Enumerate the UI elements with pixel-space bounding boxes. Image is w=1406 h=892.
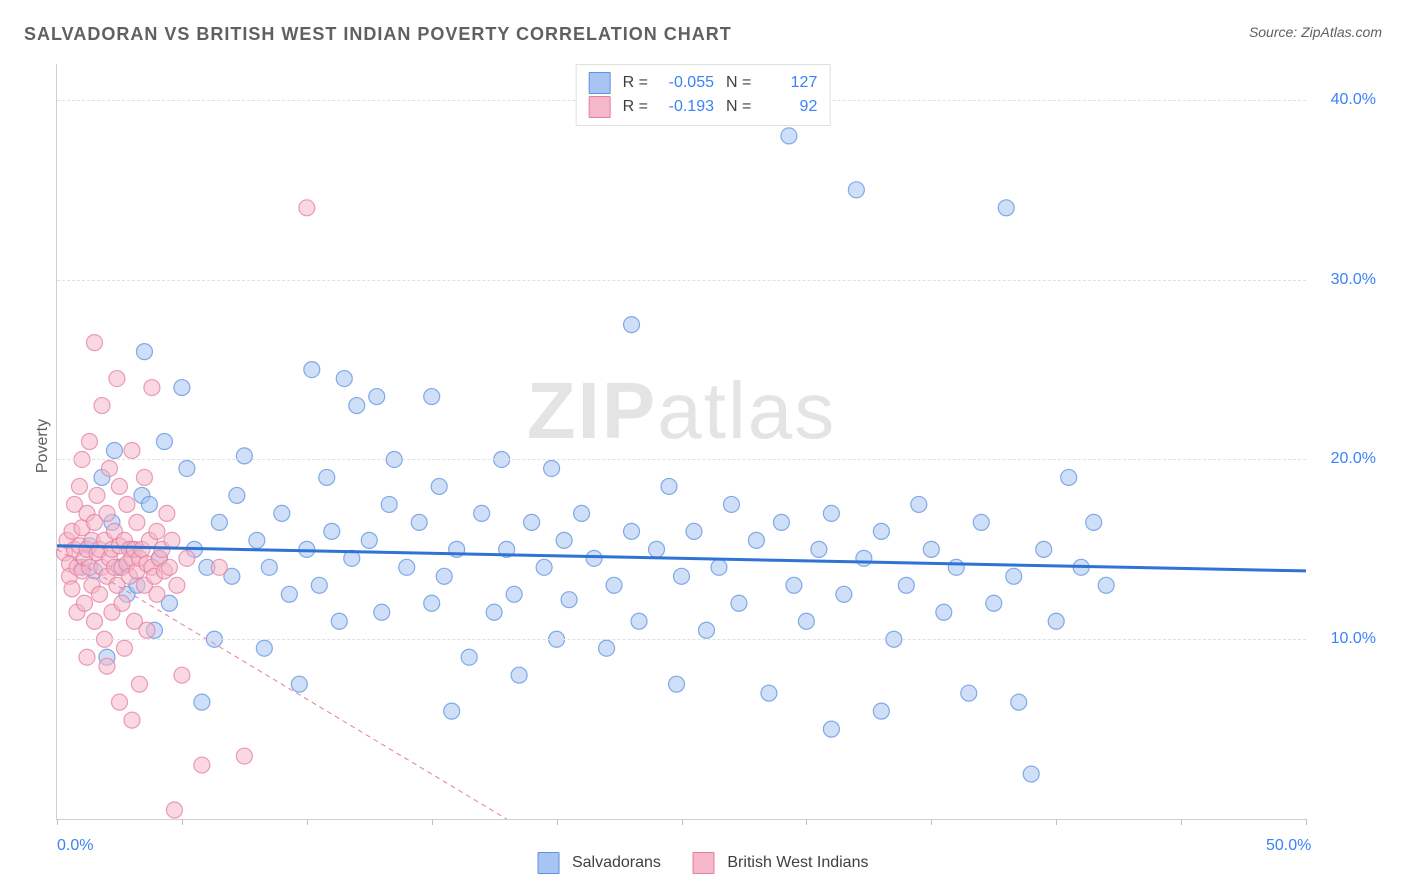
r-label: R =	[623, 95, 648, 119]
ytick-label: 20.0%	[1331, 450, 1376, 468]
xtick	[182, 819, 183, 825]
stats-swatch-bwi	[589, 96, 611, 118]
scatter-plot-svg	[57, 64, 1306, 819]
ytick-label: 10.0%	[1331, 630, 1376, 648]
gridline	[57, 459, 1306, 460]
chart-plot-area: ZIPatlas 10.0%20.0%30.0%40.0%0.0%50.0%	[56, 64, 1306, 820]
n-label: N =	[726, 95, 751, 119]
ytick-label: 30.0%	[1331, 271, 1376, 289]
r-value-bwi: -0.193	[660, 95, 714, 119]
legend-label-bwi: British West Indians	[727, 854, 868, 871]
correlation-stats-box: R = -0.055 N = 127 R = -0.193 N = 92	[576, 64, 831, 126]
xtick-label: 50.0%	[1266, 837, 1311, 855]
xtick	[1181, 819, 1182, 825]
xtick	[1306, 819, 1307, 825]
gridline	[57, 280, 1306, 281]
legend-item-bwi: British West Indians	[693, 852, 869, 874]
y-axis-label: Poverty	[34, 419, 52, 473]
xtick	[806, 819, 807, 825]
gridline	[57, 639, 1306, 640]
chart-title: SALVADORAN VS BRITISH WEST INDIAN POVERT…	[24, 24, 732, 45]
r-value-salvadorans: -0.055	[660, 71, 714, 95]
xtick	[432, 819, 433, 825]
n-label: N =	[726, 71, 751, 95]
source-attribution: Source: ZipAtlas.com	[1249, 24, 1382, 40]
ytick-label: 40.0%	[1331, 91, 1376, 109]
legend-swatch-salvadorans	[538, 852, 560, 874]
xtick	[682, 819, 683, 825]
series-legend: Salvadorans British West Indians	[538, 852, 869, 874]
xtick-label: 0.0%	[57, 837, 93, 855]
xtick	[57, 819, 58, 825]
r-label: R =	[623, 71, 648, 95]
n-value-bwi: 92	[763, 95, 817, 119]
stats-row-salvadorans: R = -0.055 N = 127	[589, 71, 818, 95]
legend-item-salvadorans: Salvadorans	[538, 852, 661, 874]
n-value-salvadorans: 127	[763, 71, 817, 95]
xtick	[557, 819, 558, 825]
xtick	[307, 819, 308, 825]
stats-row-bwi: R = -0.193 N = 92	[589, 95, 818, 119]
stats-swatch-salvadorans	[589, 72, 611, 94]
xtick	[931, 819, 932, 825]
legend-swatch-bwi	[693, 852, 715, 874]
xtick	[1056, 819, 1057, 825]
legend-label-salvadorans: Salvadorans	[572, 854, 661, 871]
